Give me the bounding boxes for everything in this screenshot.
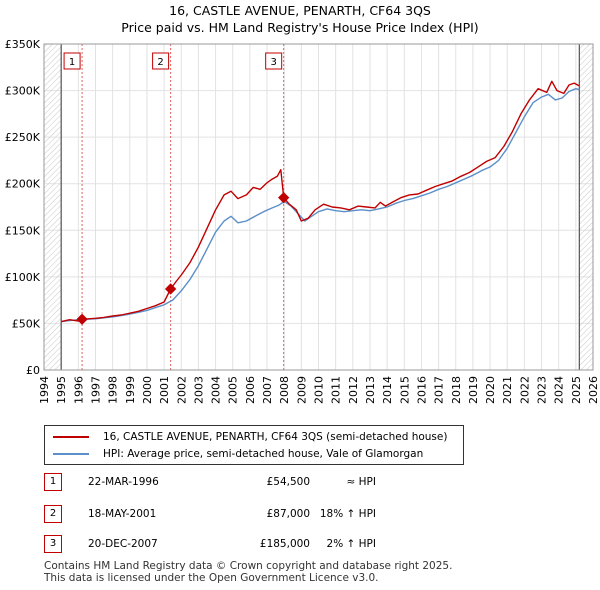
y-tick-label: £100K <box>5 271 41 284</box>
footer-copyright: Contains HM Land Registry data © Crown c… <box>44 560 453 572</box>
sale-number-badge: 1 <box>44 473 62 491</box>
sale-row-1: 1 22-MAR-1996 £54,500 ≈ HPI <box>44 473 584 493</box>
price-chart: 1 2 3 £0 £50K £100K £150K £200K £250K £300K £350K… <box>5 38 600 404</box>
legend-label-hpi: HPI: Average price, semi-detached house,… <box>103 448 424 460</box>
y-tick-label: £150K <box>5 224 41 237</box>
x-tick-label: 2023 <box>536 376 549 404</box>
sale-label-box <box>63 52 81 70</box>
x-tick-label: 2021 <box>501 376 514 404</box>
sale-hpi-compare: 18% ↑ HPI <box>319 508 376 520</box>
sale-price: £185,000 <box>259 538 310 550</box>
sale-price: £87,000 <box>266 508 310 520</box>
legend-item-hpi: HPI: Average price, semi-detached house,… <box>53 446 423 462</box>
legend-label-property: 16, CASTLE AVENUE, PENARTH, CF64 3QS (se… <box>103 431 448 443</box>
sale-hpi-compare: 2% ↑ HPI <box>326 538 376 550</box>
x-tick-label: 2019 <box>467 376 480 404</box>
legend-swatch-property <box>53 436 89 438</box>
x-tick-label: 2010 <box>313 376 326 404</box>
x-tick-label: 1995 <box>55 376 68 404</box>
x-tick-label: 2020 <box>484 376 497 404</box>
x-tick-label: 2022 <box>518 376 531 404</box>
legend-item-property: 16, CASTLE AVENUE, PENARTH, CF64 3QS (se… <box>53 429 447 445</box>
y-tick-label: £50K <box>12 317 41 330</box>
x-tick-label: 2009 <box>295 376 308 404</box>
plot-frame <box>43 43 594 371</box>
x-tick-label: 2026 <box>587 376 600 404</box>
x-tick-label: 1996 <box>72 376 85 404</box>
x-tick-label: 1998 <box>107 376 120 404</box>
x-tick-label: 2024 <box>553 376 566 404</box>
sale-row-3: 3 20-DEC-2007 £185,000 2% ↑ HPI <box>44 535 584 555</box>
x-tick-label: 2007 <box>261 376 274 404</box>
footer-licence: This data is licensed under the Open Gov… <box>44 572 379 584</box>
y-tick-label: £300K <box>5 85 41 98</box>
x-tick-label: 2004 <box>210 376 223 404</box>
no-data-hatch <box>44 44 62 370</box>
x-tick-label: 2012 <box>347 376 360 404</box>
sale-label: 3 <box>270 57 276 68</box>
x-tick-label: 1999 <box>124 376 137 404</box>
property-price-line <box>61 80 580 323</box>
x-tick-label: 2003 <box>192 376 205 404</box>
x-tick-label: 1997 <box>89 376 102 404</box>
sale-label: 2 <box>157 57 163 68</box>
x-tick-label: 2015 <box>398 376 411 404</box>
x-tick-label: 2017 <box>433 376 446 404</box>
x-tick-label: 2008 <box>278 376 291 404</box>
x-tick-label: 2001 <box>158 376 171 404</box>
y-tick-label: £200K <box>5 178 41 191</box>
x-tick-label: 2000 <box>141 376 154 404</box>
x-tick-label: 2018 <box>450 376 463 404</box>
x-tick-label: 2005 <box>227 376 240 404</box>
sale-price: £54,500 <box>266 476 310 488</box>
x-tick-label: 2016 <box>415 376 428 404</box>
x-tick-label: 1994 <box>38 376 51 404</box>
no-data-hatch <box>579 44 593 370</box>
hpi-line <box>61 88 580 323</box>
sale-number-badge: 3 <box>44 535 62 553</box>
y-tick-label: £250K <box>5 131 41 144</box>
x-tick-label: 2011 <box>330 376 343 404</box>
sale-date: 22-MAR-1996 <box>88 476 159 488</box>
x-tick-label: 2013 <box>364 376 377 404</box>
chart-title: 16, CASTLE AVENUE, PENARTH, CF64 3QS <box>169 3 431 18</box>
sale-hpi-compare: ≈ HPI <box>346 476 376 488</box>
chart-subtitle: Price paid vs. HM Land Registry's House … <box>121 20 479 35</box>
sale-number-badge: 2 <box>44 505 62 523</box>
sale-row-2: 2 18-MAY-2001 £87,000 18% ↑ HPI <box>44 505 584 525</box>
sale-point <box>278 192 290 204</box>
legend: 16, CASTLE AVENUE, PENARTH, CF64 3QS (se… <box>44 425 464 465</box>
legend-swatch-hpi <box>53 453 89 455</box>
x-tick-label: 2025 <box>570 376 583 404</box>
sale-date: 20-DEC-2007 <box>88 538 158 550</box>
y-tick-label: £350K <box>5 38 41 51</box>
sale-point <box>164 283 177 295</box>
x-tick-label: 2002 <box>175 376 188 404</box>
sale-label-box <box>265 52 283 70</box>
sale-date: 18-MAY-2001 <box>88 508 157 520</box>
sale-label: 1 <box>69 57 75 68</box>
y-tick-label: £0 <box>26 364 40 377</box>
x-tick-label: 2006 <box>244 376 257 404</box>
sale-label-box <box>152 52 170 70</box>
x-tick-label: 2014 <box>381 376 394 404</box>
